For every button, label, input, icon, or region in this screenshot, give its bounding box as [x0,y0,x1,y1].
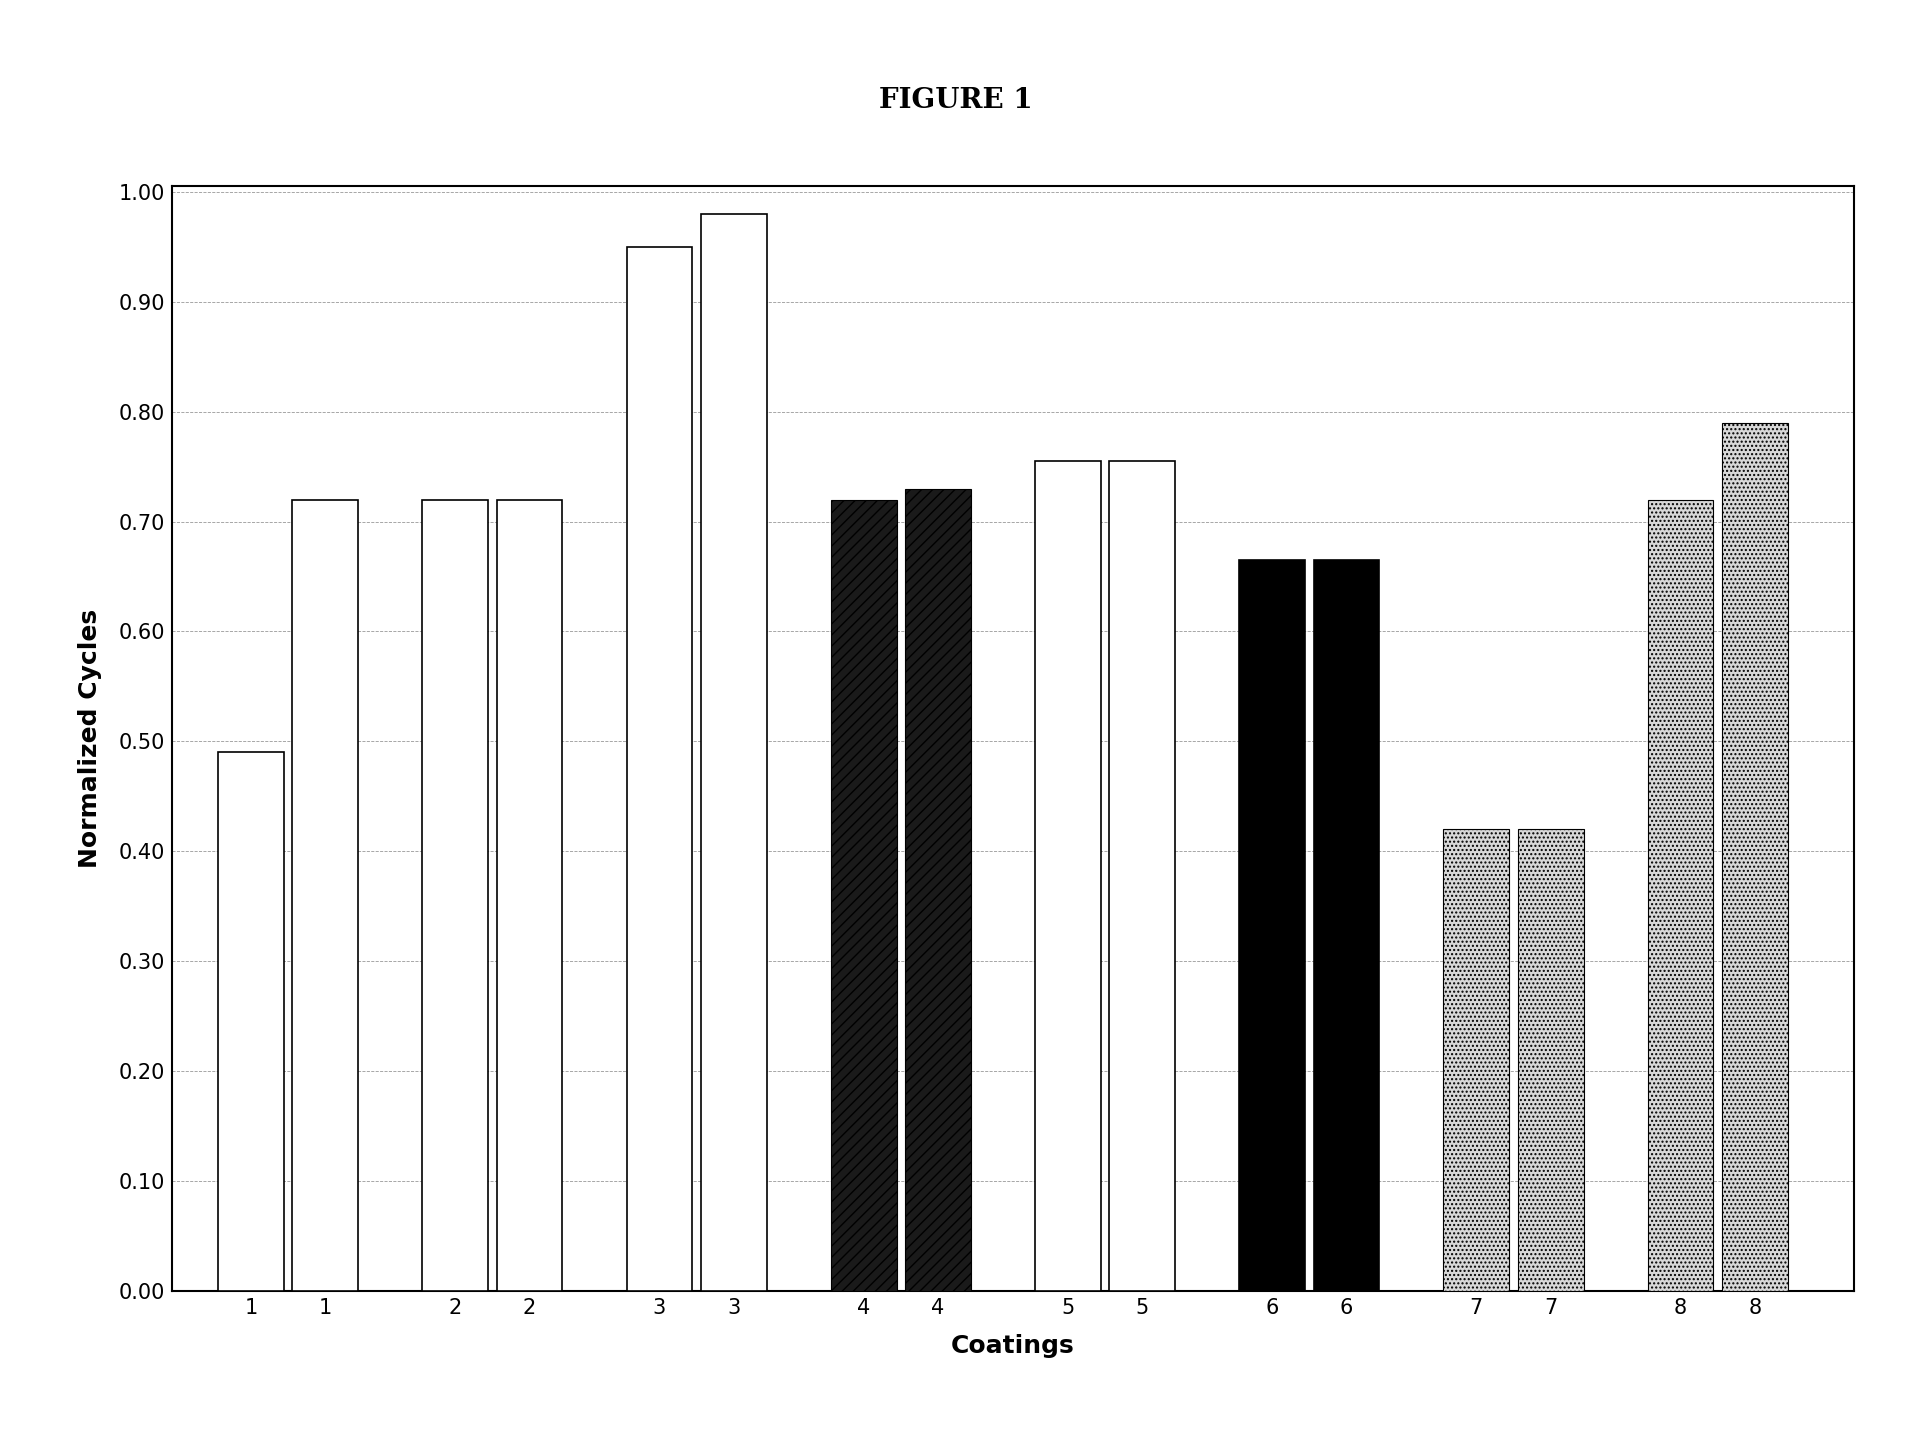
Y-axis label: Normalized Cycles: Normalized Cycles [78,609,101,868]
Bar [627,247,692,1291]
Bar [1722,423,1789,1291]
Bar [1036,462,1101,1291]
Bar [1517,829,1584,1291]
Bar [218,753,285,1291]
Bar [1238,559,1305,1291]
X-axis label: Coatings: Coatings [952,1334,1074,1358]
Bar [422,499,487,1291]
Bar [1313,559,1380,1291]
Bar [497,499,562,1291]
Text: FIGURE 1: FIGURE 1 [879,87,1032,113]
Bar [906,489,971,1291]
Bar [831,499,896,1291]
Bar [1110,462,1175,1291]
Bar [701,214,766,1291]
Bar [1647,499,1714,1291]
Bar [1443,829,1510,1291]
Bar [292,499,357,1291]
